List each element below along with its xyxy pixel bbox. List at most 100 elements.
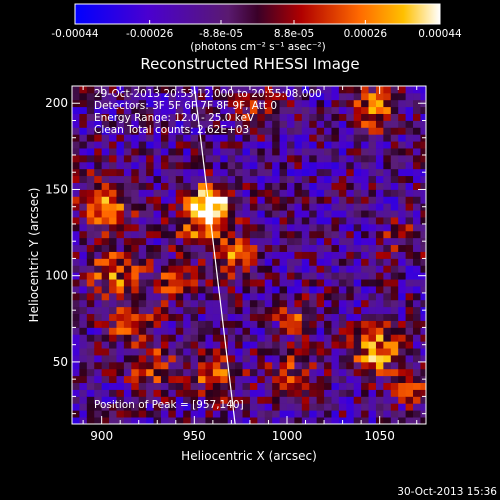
heatmap-cell — [309, 203, 318, 211]
heatmap-cell — [227, 313, 236, 321]
heatmap-cell — [116, 182, 125, 190]
heatmap-cell — [272, 154, 280, 163]
heatmap-cell — [138, 389, 147, 397]
heatmap-cell — [413, 272, 421, 280]
heatmap-cell — [205, 86, 214, 94]
heatmap-cell — [375, 141, 384, 149]
heatmap-cell — [146, 382, 154, 390]
heatmap-cell — [249, 389, 258, 397]
heatmap-cell — [257, 279, 266, 287]
heatmap-cell — [272, 244, 280, 252]
heatmap-cell — [123, 403, 132, 411]
heatmap-cell — [205, 375, 214, 384]
heatmap-cell — [131, 313, 140, 321]
heatmap-cell — [286, 141, 295, 149]
heatmap-cell — [220, 389, 229, 397]
heatmap-cell — [264, 265, 273, 273]
heatmap-cell — [405, 141, 414, 149]
heatmap-cell — [420, 299, 426, 308]
heatmap-cells — [72, 86, 426, 424]
heatmap-cell — [79, 106, 88, 114]
heatmap-cell — [109, 230, 117, 239]
heatmap-cell — [398, 237, 407, 246]
heatmap-cell — [101, 258, 110, 266]
heatmap-cell — [324, 154, 332, 163]
heatmap-cell — [101, 299, 110, 308]
heatmap-cell — [116, 189, 125, 197]
heatmap-cell — [353, 299, 362, 308]
heatmap-cell — [79, 251, 88, 259]
heatmap-cell — [175, 154, 184, 163]
heatmap-cell — [279, 382, 288, 390]
heatmap-cell — [257, 148, 266, 156]
heatmap-cell — [131, 341, 140, 349]
heatmap-cell — [79, 92, 88, 101]
heatmap-cell — [131, 168, 140, 177]
heatmap-cell — [324, 251, 332, 259]
heatmap-cell — [198, 403, 206, 411]
heatmap-cell — [368, 86, 377, 94]
heatmap-cell — [138, 92, 147, 101]
heatmap-cell — [109, 375, 117, 384]
heatmap-cell — [168, 306, 177, 315]
heatmap-cell — [420, 189, 426, 197]
heatmap-cell — [220, 251, 229, 259]
heatmap-cell — [272, 286, 280, 294]
heatmap-cell — [220, 299, 229, 308]
heatmap-cell — [405, 272, 414, 280]
annotation-counts: Clean Total counts: 2.62E+03 — [94, 124, 249, 136]
heatmap-cell — [168, 279, 177, 287]
heatmap-cell — [279, 210, 288, 218]
heatmap-cell — [86, 334, 95, 342]
heatmap-cell — [294, 368, 303, 377]
heatmap-cell — [242, 355, 251, 363]
heatmap-cell — [398, 120, 407, 128]
heatmap-cell — [301, 361, 310, 370]
heatmap-cell — [272, 182, 280, 190]
heatmap-cell — [220, 258, 229, 266]
heatmap-cell — [220, 134, 229, 142]
heatmap-cell — [160, 417, 169, 424]
heatmap-cell — [257, 86, 266, 94]
heatmap-cell — [420, 279, 426, 287]
heatmap-cell — [405, 223, 414, 232]
heatmap-cell — [138, 334, 147, 342]
heatmap-cell — [94, 251, 103, 259]
heatmap-cell — [183, 223, 192, 232]
heatmap-cell — [346, 175, 355, 183]
heatmap-cell — [198, 175, 206, 183]
heatmap-cell — [146, 361, 154, 370]
heatmap-cell — [79, 127, 88, 135]
heatmap-cell — [146, 375, 154, 384]
heatmap-cell — [212, 168, 221, 177]
x-tick-label: 900 — [90, 429, 113, 443]
heatmap-cell — [405, 210, 414, 218]
heatmap-cell — [123, 382, 132, 390]
heatmap-cell — [331, 203, 340, 211]
heatmap-cell — [72, 189, 80, 197]
heatmap-cell — [353, 382, 362, 390]
heatmap-cell — [205, 182, 214, 190]
heatmap-cell — [249, 355, 258, 363]
heatmap-cell — [420, 382, 426, 390]
heatmap-cell — [346, 292, 355, 301]
heatmap-cell — [109, 396, 117, 404]
heatmap-cell — [86, 355, 95, 363]
heatmap-cell — [338, 113, 347, 121]
heatmap-cell — [316, 355, 325, 363]
heatmap-cell — [212, 161, 221, 170]
heatmap-cell — [361, 279, 369, 287]
heatmap-cell — [324, 182, 332, 190]
heatmap-cell — [272, 327, 280, 335]
heatmap-cell — [153, 182, 162, 190]
heatmap-cell — [331, 361, 340, 370]
heatmap-cell — [227, 168, 236, 177]
heatmap-cell — [212, 182, 221, 190]
heatmap-cell — [146, 368, 154, 377]
heatmap-cell — [420, 334, 426, 342]
heatmap-cell — [146, 203, 154, 211]
heatmap-cell — [160, 382, 169, 390]
heatmap-cell — [183, 141, 192, 149]
heatmap-cell — [79, 196, 88, 204]
heatmap-cell — [279, 168, 288, 177]
